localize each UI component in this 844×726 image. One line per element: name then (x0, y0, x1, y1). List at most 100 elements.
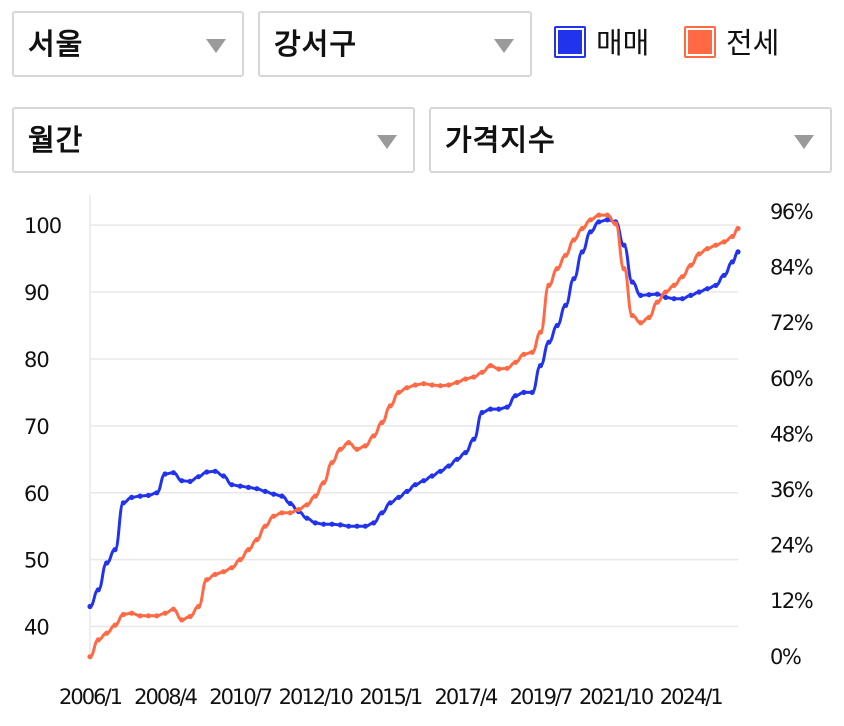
data-point-sale (654, 291, 660, 297)
data-point-jeonse (387, 403, 393, 409)
data-point-sale (154, 490, 160, 496)
data-point-jeonse (704, 246, 711, 252)
data-point-jeonse (638, 320, 644, 326)
left-axis-tick-label: 40 (24, 616, 49, 640)
data-point-sale (245, 484, 252, 490)
left-axis-tick-label: 70 (24, 415, 49, 439)
data-point-sale (554, 322, 560, 329)
data-point-jeonse (95, 637, 101, 643)
data-point-jeonse (87, 654, 93, 660)
data-point-sale (287, 500, 293, 507)
data-point-jeonse (529, 349, 535, 355)
left-axis-tick-label: 50 (24, 549, 49, 573)
data-point-jeonse (112, 622, 118, 628)
data-point-jeonse (563, 252, 569, 258)
data-point-jeonse (312, 493, 318, 499)
data-point-sale (195, 474, 202, 480)
data-point-jeonse (346, 440, 352, 446)
data-point-jeonse (412, 382, 418, 388)
data-point-jeonse (187, 613, 193, 620)
data-point-sale (95, 587, 101, 593)
data-point-jeonse (337, 446, 343, 452)
data-point-sale (337, 522, 343, 528)
data-point-jeonse (237, 557, 243, 563)
data-point-jeonse (679, 274, 686, 280)
data-point-sale (170, 470, 176, 476)
left-axis-tick-label: 100 (24, 214, 61, 238)
period-select-value: 월간 (28, 123, 84, 157)
data-point-sale (137, 493, 143, 499)
data-point-sale (104, 560, 110, 566)
data-point-jeonse (287, 510, 293, 516)
data-point-sale (571, 276, 577, 282)
data-point-sale (579, 249, 585, 255)
x-axis-tick-label: 2006/1 (59, 685, 122, 709)
data-point-jeonse (162, 610, 168, 616)
data-point-jeonse (437, 383, 443, 389)
data-point-jeonse (729, 233, 736, 240)
data-point-sale (387, 500, 393, 506)
data-point-jeonse (371, 433, 377, 439)
data-point-jeonse (204, 577, 210, 583)
data-point-sale (412, 482, 418, 488)
data-point-jeonse (604, 212, 610, 218)
data-point-sale (262, 488, 268, 494)
data-point-sale (362, 523, 368, 529)
data-point-sale (229, 482, 235, 488)
data-point-sale (504, 404, 510, 410)
data-point-jeonse (696, 251, 702, 257)
data-point-jeonse (254, 537, 260, 543)
chevron-down-icon (794, 135, 814, 149)
data-point-jeonse (271, 513, 277, 519)
region-select-value: 서울 (28, 27, 84, 61)
data-point-sale (312, 520, 318, 526)
data-point-jeonse (629, 312, 635, 319)
data-point-sale (371, 520, 377, 526)
region-select[interactable]: 서울 (12, 11, 244, 77)
data-point-jeonse (220, 569, 227, 575)
left-axis-tick-label: 80 (24, 348, 49, 372)
data-point-sale (638, 292, 644, 298)
data-point-jeonse (454, 379, 460, 385)
district-select-value: 강서구 (274, 27, 358, 61)
data-point-sale (721, 272, 727, 278)
data-point-sale (404, 488, 410, 494)
data-point-jeonse (154, 613, 160, 619)
metric-select[interactable]: 가격지수 (429, 107, 832, 173)
data-point-sale (162, 471, 168, 477)
period-select[interactable]: 월간 (12, 107, 415, 173)
right-axis-tick-label: 12% (770, 589, 813, 613)
data-point-jeonse (596, 212, 602, 218)
right-axis-tick-label: 72% (770, 311, 813, 335)
data-point-jeonse (512, 359, 519, 365)
data-point-sale (220, 473, 227, 479)
data-point-sale (346, 523, 352, 529)
data-point-jeonse (354, 446, 360, 452)
data-point-sale (471, 436, 477, 442)
right-axis-tick-label: 24% (770, 534, 813, 558)
series-line-jeonse (88, 213, 740, 659)
data-point-sale (729, 259, 736, 265)
data-point-sale (87, 603, 93, 610)
data-point-jeonse (262, 523, 268, 529)
data-point-jeonse (446, 382, 452, 388)
data-point-jeonse (104, 630, 110, 636)
district-select[interactable]: 강서구 (258, 11, 532, 77)
chevron-down-icon (494, 39, 514, 53)
data-point-jeonse (663, 289, 669, 295)
data-point-jeonse (245, 547, 252, 553)
data-point-sale (446, 463, 452, 469)
data-point-sale (145, 492, 151, 498)
data-point-sale (671, 296, 677, 302)
x-axis-tick-label: 2021/10 (579, 685, 653, 709)
chevron-down-icon (206, 39, 226, 53)
data-point-jeonse (170, 606, 176, 612)
data-point-sale (735, 249, 741, 255)
data-point-sale (521, 389, 527, 395)
data-point-sale (688, 292, 694, 298)
data-point-jeonse (279, 510, 285, 516)
legend-label-jeonse: 전세 (726, 26, 780, 60)
series-line-sale (88, 218, 740, 608)
data-point-sale (204, 469, 210, 475)
data-point-sale (212, 468, 218, 474)
